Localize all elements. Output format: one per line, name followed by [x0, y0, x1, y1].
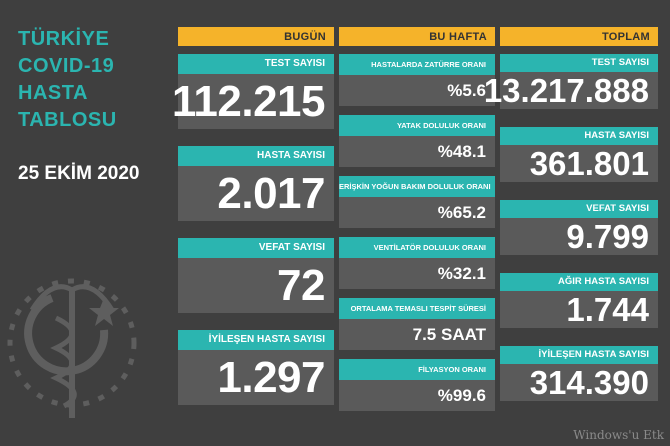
card-value: 2.017 [178, 166, 334, 221]
card-label: AĞIR HASTA SAYISI [500, 273, 658, 291]
card-value: 13.217.888 [484, 72, 658, 109]
week-icu-occupancy-card: ERİŞKİN YOĞUN BAKIM DOLULUK ORANI %65.2 [339, 176, 495, 228]
page-title: TÜRKİYE COVID-19 HASTA TABLOSU [18, 26, 117, 134]
card-value: 1.744 [500, 291, 658, 328]
card-value: %32.1 [339, 258, 495, 289]
today-recovered-card: İYİLEŞEN HASTA SAYISI 1.297 [178, 330, 334, 405]
header-total: TOPLAM [500, 27, 658, 46]
card-label: TEST SAYISI [178, 54, 334, 74]
total-deaths-card: VEFAT SAYISI 9.799 [500, 200, 658, 255]
today-tests-card: TEST SAYISI 112.215 [172, 54, 334, 129]
title-line: TÜRKİYE [18, 28, 110, 50]
card-value: 72 [178, 258, 334, 313]
total-cases-card: HASTA SAYISI 361.801 [500, 127, 658, 182]
card-label: HASTALARDA ZATÜRRE ORANI [339, 54, 495, 75]
week-ventilator-occupancy-card: VENTİLATÖR DOLULUK ORANI %32.1 [339, 237, 495, 289]
card-value: 9.799 [500, 218, 658, 255]
card-value: 7.5 SAAT [339, 319, 495, 350]
card-value: 361.801 [500, 145, 658, 182]
title-line: HASTA [18, 82, 88, 104]
windows-activation-watermark: Windows'u Etk [573, 428, 664, 442]
card-label: FİLYASYON ORANI [339, 359, 495, 380]
card-value: 1.297 [178, 350, 334, 405]
today-deaths-card: VEFAT SAYISI 72 [178, 238, 334, 313]
card-label: TEST SAYISI [500, 54, 658, 72]
card-label: ORTALAMA TEMASLI TESPİT SÜRESİ [339, 298, 495, 319]
ministry-of-health-emblem-icon [7, 278, 137, 418]
card-label: VEFAT SAYISI [500, 200, 658, 218]
card-label: HASTA SAYISI [178, 146, 334, 166]
card-label: HASTA SAYISI [500, 127, 658, 145]
week-contact-detection-time-card: ORTALAMA TEMASLI TESPİT SÜRESİ 7.5 SAAT [339, 298, 495, 350]
week-bed-occupancy-card: YATAK DOLULUK ORANI %48.1 [339, 115, 495, 167]
card-value: %48.1 [339, 136, 495, 167]
card-label: İYİLEŞEN HASTA SAYISI [500, 346, 658, 364]
card-label: İYİLEŞEN HASTA SAYISI [178, 330, 334, 350]
card-value: 112.215 [172, 74, 334, 129]
card-label: ERİŞKİN YOĞUN BAKIM DOLULUK ORANI [339, 176, 495, 197]
card-label: VENTİLATÖR DOLULUK ORANI [339, 237, 495, 258]
week-pneumonia-rate-card: HASTALARDA ZATÜRRE ORANI %5.6 [339, 54, 495, 106]
card-value: %5.6 [339, 75, 495, 106]
report-date: 25 EKİM 2020 [18, 163, 140, 184]
total-critical-patients-card: AĞIR HASTA SAYISI 1.744 [500, 273, 658, 328]
title-line: COVID-19 [18, 55, 115, 77]
title-line: TABLOSU [18, 109, 117, 131]
card-value: 314.390 [500, 364, 658, 401]
card-value: %65.2 [339, 197, 495, 228]
total-tests-card: TEST SAYISI 13.217.888 [484, 54, 658, 109]
card-label: VEFAT SAYISI [178, 238, 334, 258]
today-cases-card: HASTA SAYISI 2.017 [178, 146, 334, 221]
header-today: BUGÜN [178, 27, 334, 46]
card-label: YATAK DOLULUK ORANI [339, 115, 495, 136]
total-recovered-card: İYİLEŞEN HASTA SAYISI 314.390 [500, 346, 658, 401]
week-filiation-rate-card: FİLYASYON ORANI %99.6 [339, 359, 495, 411]
card-value: %99.6 [339, 380, 495, 411]
header-this-week: BU HAFTA [339, 27, 495, 46]
